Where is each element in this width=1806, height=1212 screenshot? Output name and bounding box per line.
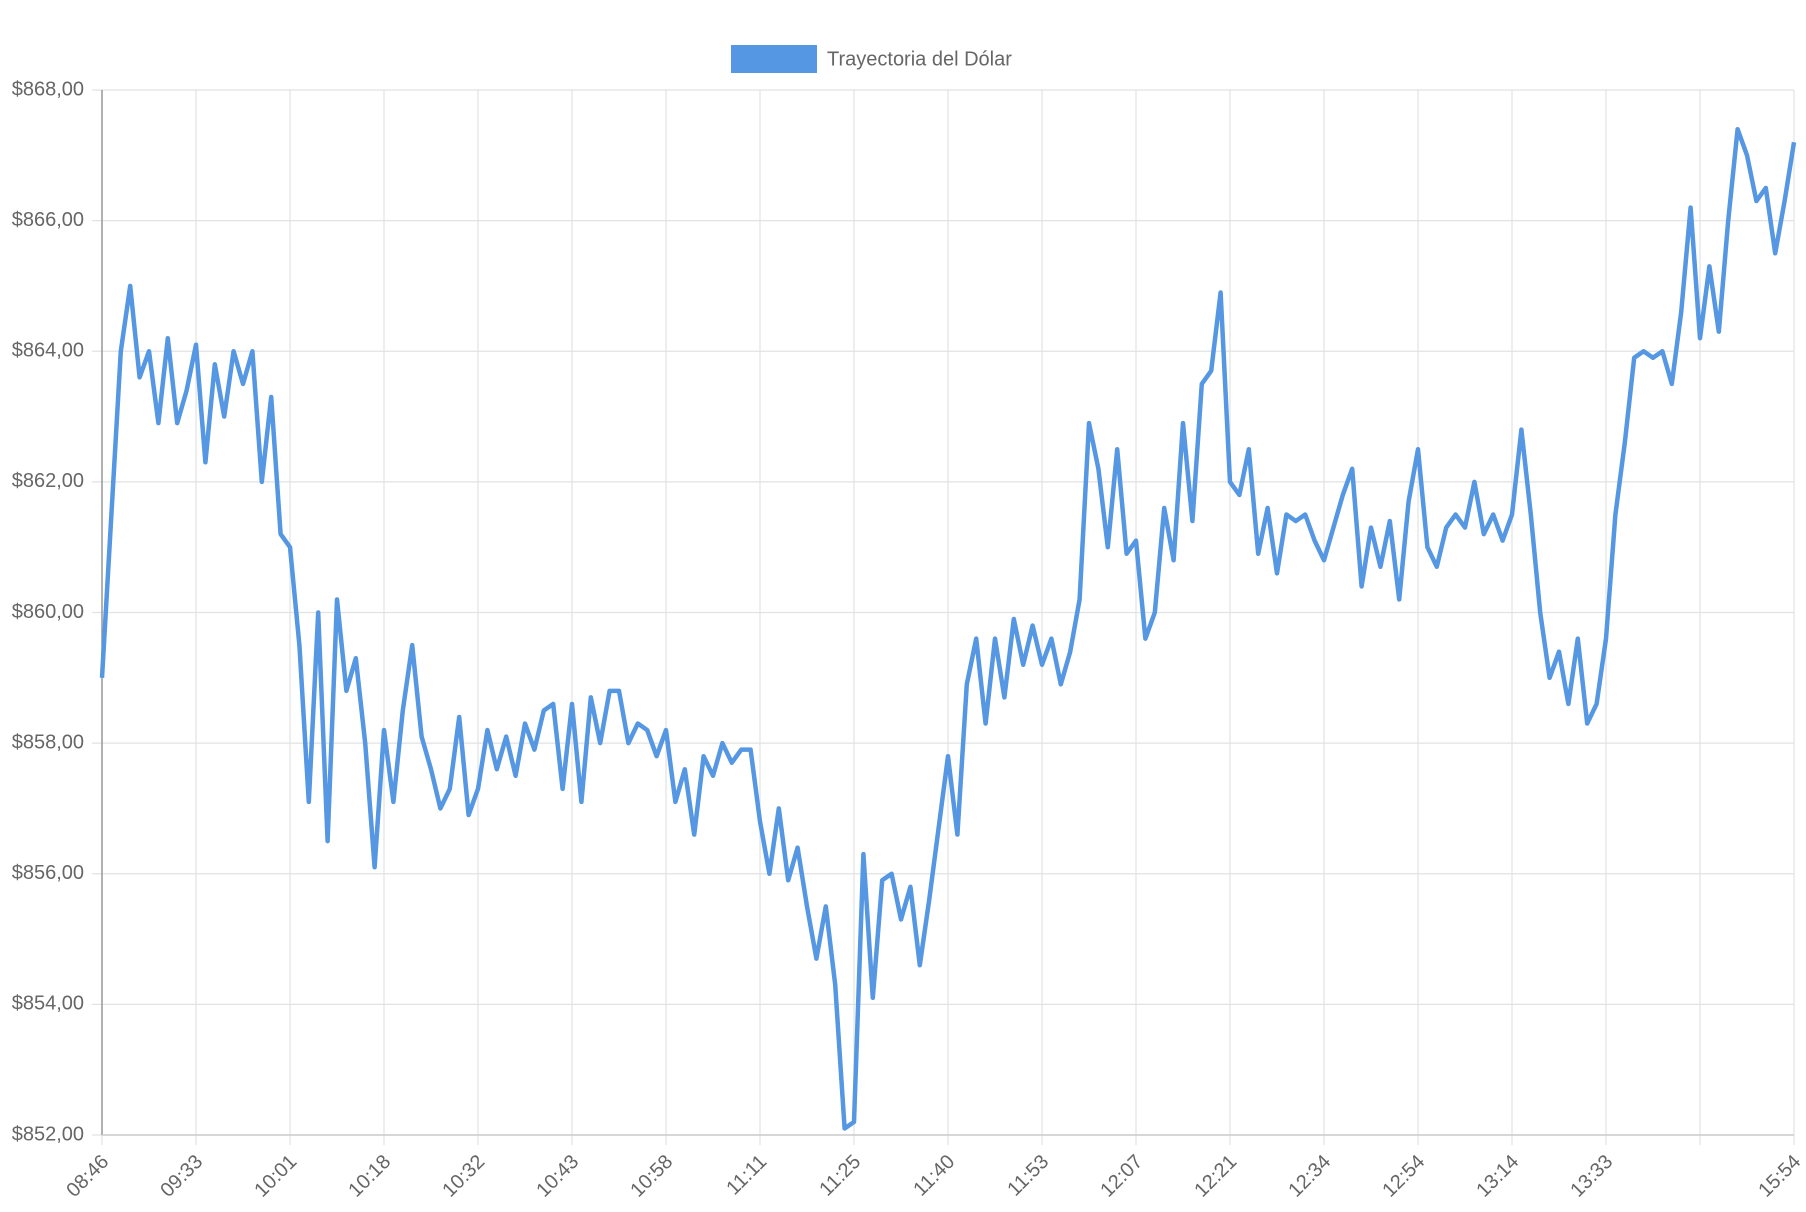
- x-tick-label: 12:21: [1190, 1151, 1241, 1202]
- x-tick-label: 15:54: [1754, 1151, 1805, 1202]
- x-tick-label: 09:33: [156, 1151, 207, 1202]
- x-tick-label: 10:01: [250, 1151, 301, 1202]
- y-tick-label: $852,00: [12, 1123, 84, 1145]
- y-tick-label: $864,00: [12, 340, 84, 362]
- x-tick-label: 10:18: [344, 1151, 395, 1202]
- x-tick-label: 10:43: [532, 1151, 583, 1202]
- x-tick-label: 10:58: [626, 1151, 677, 1202]
- line-series: [99, 126, 1797, 1131]
- y-tick-label: $866,00: [12, 209, 84, 231]
- y-tick-label: $862,00: [12, 470, 84, 492]
- y-tick-label: $860,00: [12, 601, 84, 623]
- x-tick-label: 13:14: [1472, 1151, 1523, 1202]
- x-tick-label: 12:34: [1284, 1151, 1335, 1202]
- y-tick-label: $856,00: [12, 862, 84, 884]
- x-tick-label: 12:54: [1378, 1151, 1429, 1202]
- x-tick-label: 11:53: [1003, 1151, 1053, 1201]
- x-tick-label: 11:40: [909, 1151, 959, 1201]
- legend-swatch: [731, 45, 817, 73]
- y-tick-label: $868,00: [12, 78, 84, 100]
- x-tick-label: 10:32: [438, 1151, 489, 1202]
- x-tick-label: 13:33: [1566, 1151, 1617, 1202]
- x-tick-label: 12:07: [1096, 1151, 1147, 1202]
- x-tick-label: 08:46: [62, 1151, 113, 1202]
- x-tick-label: 11:25: [815, 1151, 865, 1201]
- x-tick-label: 11:11: [722, 1151, 771, 1200]
- y-tick-label: $854,00: [12, 993, 84, 1015]
- y-tick-label: $858,00: [12, 731, 84, 753]
- legend-label: Trayectoria del Dólar: [827, 48, 1012, 70]
